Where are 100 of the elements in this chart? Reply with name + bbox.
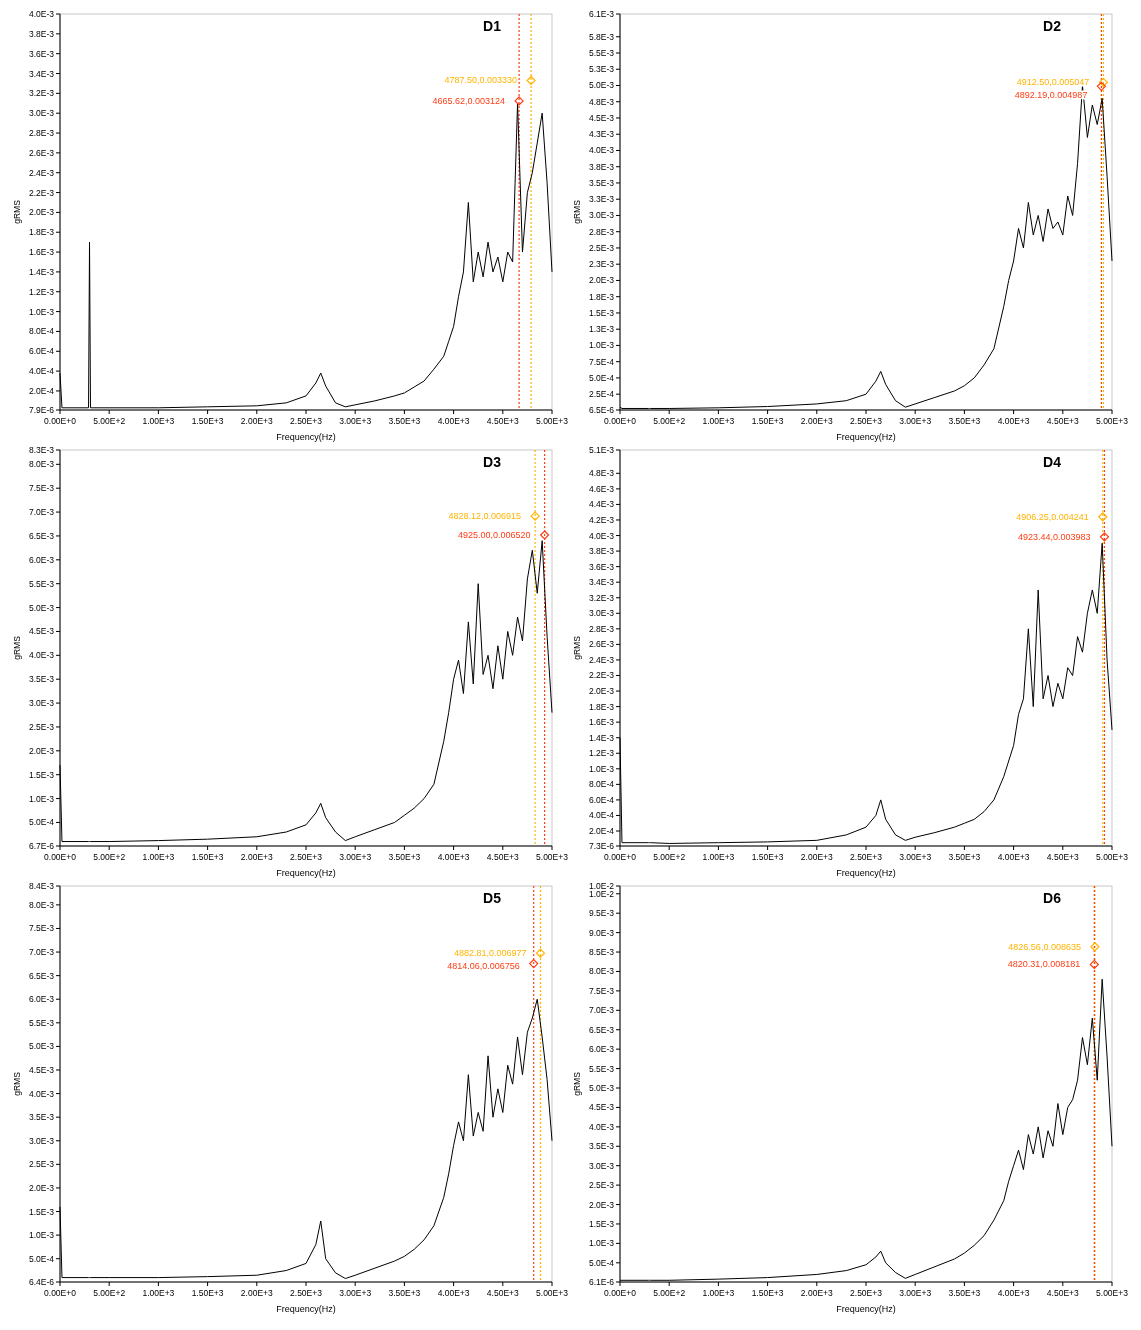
y-tick-label: 6.0E-3 [28,994,55,1005]
y-tick-label: 3.2E-3 [28,88,55,99]
y-tick-label: 7.3E-6 [588,841,615,851]
annotation: 4826.56,0.008635 [1008,941,1081,952]
y-tick-label: 6.5E-3 [588,1024,615,1035]
y-axis-title: gRMS [572,1071,582,1096]
y-tick-label: 7.5E-4 [588,356,615,367]
chart-title: D4 [1043,454,1062,470]
y-tick-label: 4.4E-3 [588,499,615,510]
x-tick-label: 1.00E+3 [142,416,175,426]
y-tick-label: 1.0E-2 [588,888,615,899]
x-tick-label: 5.00E+2 [653,852,686,862]
annotation: 4820.31,0.008181 [1007,959,1081,970]
y-tick-label: 6.0E-3 [588,1044,615,1055]
y-tick-label: 2.4E-3 [28,167,55,178]
x-axis-title: Frequency(Hz) [836,1304,896,1314]
y-tick-label: 1.6E-3 [588,717,615,728]
x-tick-label: 2.00E+3 [240,852,274,862]
x-tick-label: 5.00E+3 [536,416,569,426]
y-tick-label: 3.0E-3 [588,210,615,221]
y-tick-label: 4.0E-3 [28,650,55,661]
y-tick-label: 5.8E-3 [588,31,615,42]
y-tick-label: 4.3E-3 [588,129,615,140]
y-tick-label: 2.6E-3 [588,639,615,650]
annotation: 4814.06,0.006756 [447,961,520,972]
x-tick-label: 2.00E+3 [800,1288,834,1298]
x-tick-label: 1.50E+3 [751,416,784,426]
x-tick-label: 0.00E+0 [604,416,637,426]
y-tick-label: 4.2E-3 [588,514,615,525]
y-tick-label: 2.0E-3 [588,275,615,286]
y-tick-label: 6.1E-6 [588,1277,615,1287]
y-tick-label: 2.0E-4 [28,385,55,396]
x-axis-title: Frequency(Hz) [836,868,896,878]
x-tick-label: 0.00E+0 [604,1288,637,1298]
x-tick-label: 5.00E+2 [653,1288,686,1298]
y-tick-label: 1.5E-3 [28,1206,55,1217]
y-tick-label: 1.0E-3 [28,793,55,804]
x-tick-label: 3.00E+3 [899,416,932,426]
y-tick-label: 3.5E-3 [28,674,55,685]
y-tick-label: 2.4E-3 [588,654,615,665]
y-tick-label: 6.4E-6 [28,1277,55,1287]
y-tick-label: 9.0E-3 [588,927,615,938]
y-tick-label: 4.0E-4 [588,810,615,821]
y-tick-label: 6.0E-4 [28,346,55,357]
x-tick-label: 0.00E+0 [44,416,77,426]
y-tick-label: 6.0E-3 [28,554,55,565]
y-tick-label: 5.1E-3 [588,445,615,455]
y-tick-label: 1.2E-3 [588,748,615,759]
y-tick-label: 2.0E-3 [28,745,55,756]
y-tick-label: 8.0E-4 [28,326,55,337]
annotation: 4882.81,0.006977 [453,948,527,959]
x-axis-title: Frequency(Hz) [276,868,336,878]
y-tick-label: 1.3E-3 [588,324,615,335]
x-tick-label: 5.00E+2 [653,416,686,426]
chart-title: D2 [1043,18,1062,34]
y-tick-label: 1.5E-3 [28,769,55,780]
y-tick-label: 4.0E-4 [28,366,55,377]
x-tick-label: 4.50E+3 [486,416,520,426]
y-tick-label: 5.0E-4 [28,1253,55,1264]
y-tick-label: 7.5E-3 [28,483,55,494]
annotation: 4906.25,0.004241 [1016,511,1089,522]
x-tick-label: 5.00E+2 [93,852,126,862]
y-tick-label: 4.8E-3 [588,96,615,107]
y-tick-label: 2.0E-3 [28,207,55,218]
x-tick-label: 4.00E+3 [997,1288,1030,1298]
x-tick-label: 1.50E+3 [191,1288,224,1298]
x-tick-label: 1.50E+3 [751,852,784,862]
x-tick-label: 2.50E+3 [290,852,323,862]
y-tick-label: 5.0E-3 [588,1083,615,1093]
y-tick-label: 4.0E-3 [28,1088,55,1099]
chart-title: D6 [1043,890,1062,906]
x-tick-label: 2.50E+3 [850,852,883,862]
y-tick-label: 3.5E-3 [588,1141,615,1152]
y-tick-label: 1.0E-3 [28,306,55,317]
y-tick-label: 8.3E-3 [28,445,55,455]
y-tick-label: 1.5E-3 [588,1218,615,1229]
y-tick-label: 2.2E-3 [588,670,615,681]
y-tick-label: 3.5E-3 [588,177,615,188]
y-axis-title: gRMS [572,199,582,224]
x-tick-label: 2.50E+3 [290,416,323,426]
y-tick-label: 5.0E-4 [588,1257,615,1268]
x-tick-label: 2.50E+3 [290,1288,323,1298]
x-tick-label: 3.50E+3 [948,1288,981,1298]
y-tick-label: 5.0E-4 [588,372,615,383]
y-tick-label: 5.5E-3 [28,1017,55,1028]
x-tick-label: 1.00E+3 [142,1288,175,1298]
y-tick-label: 6.0E-4 [588,794,615,805]
y-tick-label: 1.0E-3 [588,763,615,774]
y-tick-label: 2.0E-4 [588,826,615,837]
x-tick-label: 3.00E+3 [899,852,932,862]
y-tick-label: 3.4E-3 [28,68,55,79]
x-tick-label: 4.00E+3 [437,852,470,862]
y-tick-label: 1.4E-3 [588,732,615,743]
y-tick-label: 7.0E-3 [588,1005,615,1016]
x-tick-label: 1.00E+3 [142,852,175,862]
y-tick-label: 4.8E-3 [588,468,615,479]
y-axis-title: gRMS [12,635,22,660]
y-tick-label: 1.6E-3 [28,247,55,258]
y-tick-label: 5.0E-4 [28,817,55,828]
y-tick-label: 7.5E-3 [588,985,615,996]
